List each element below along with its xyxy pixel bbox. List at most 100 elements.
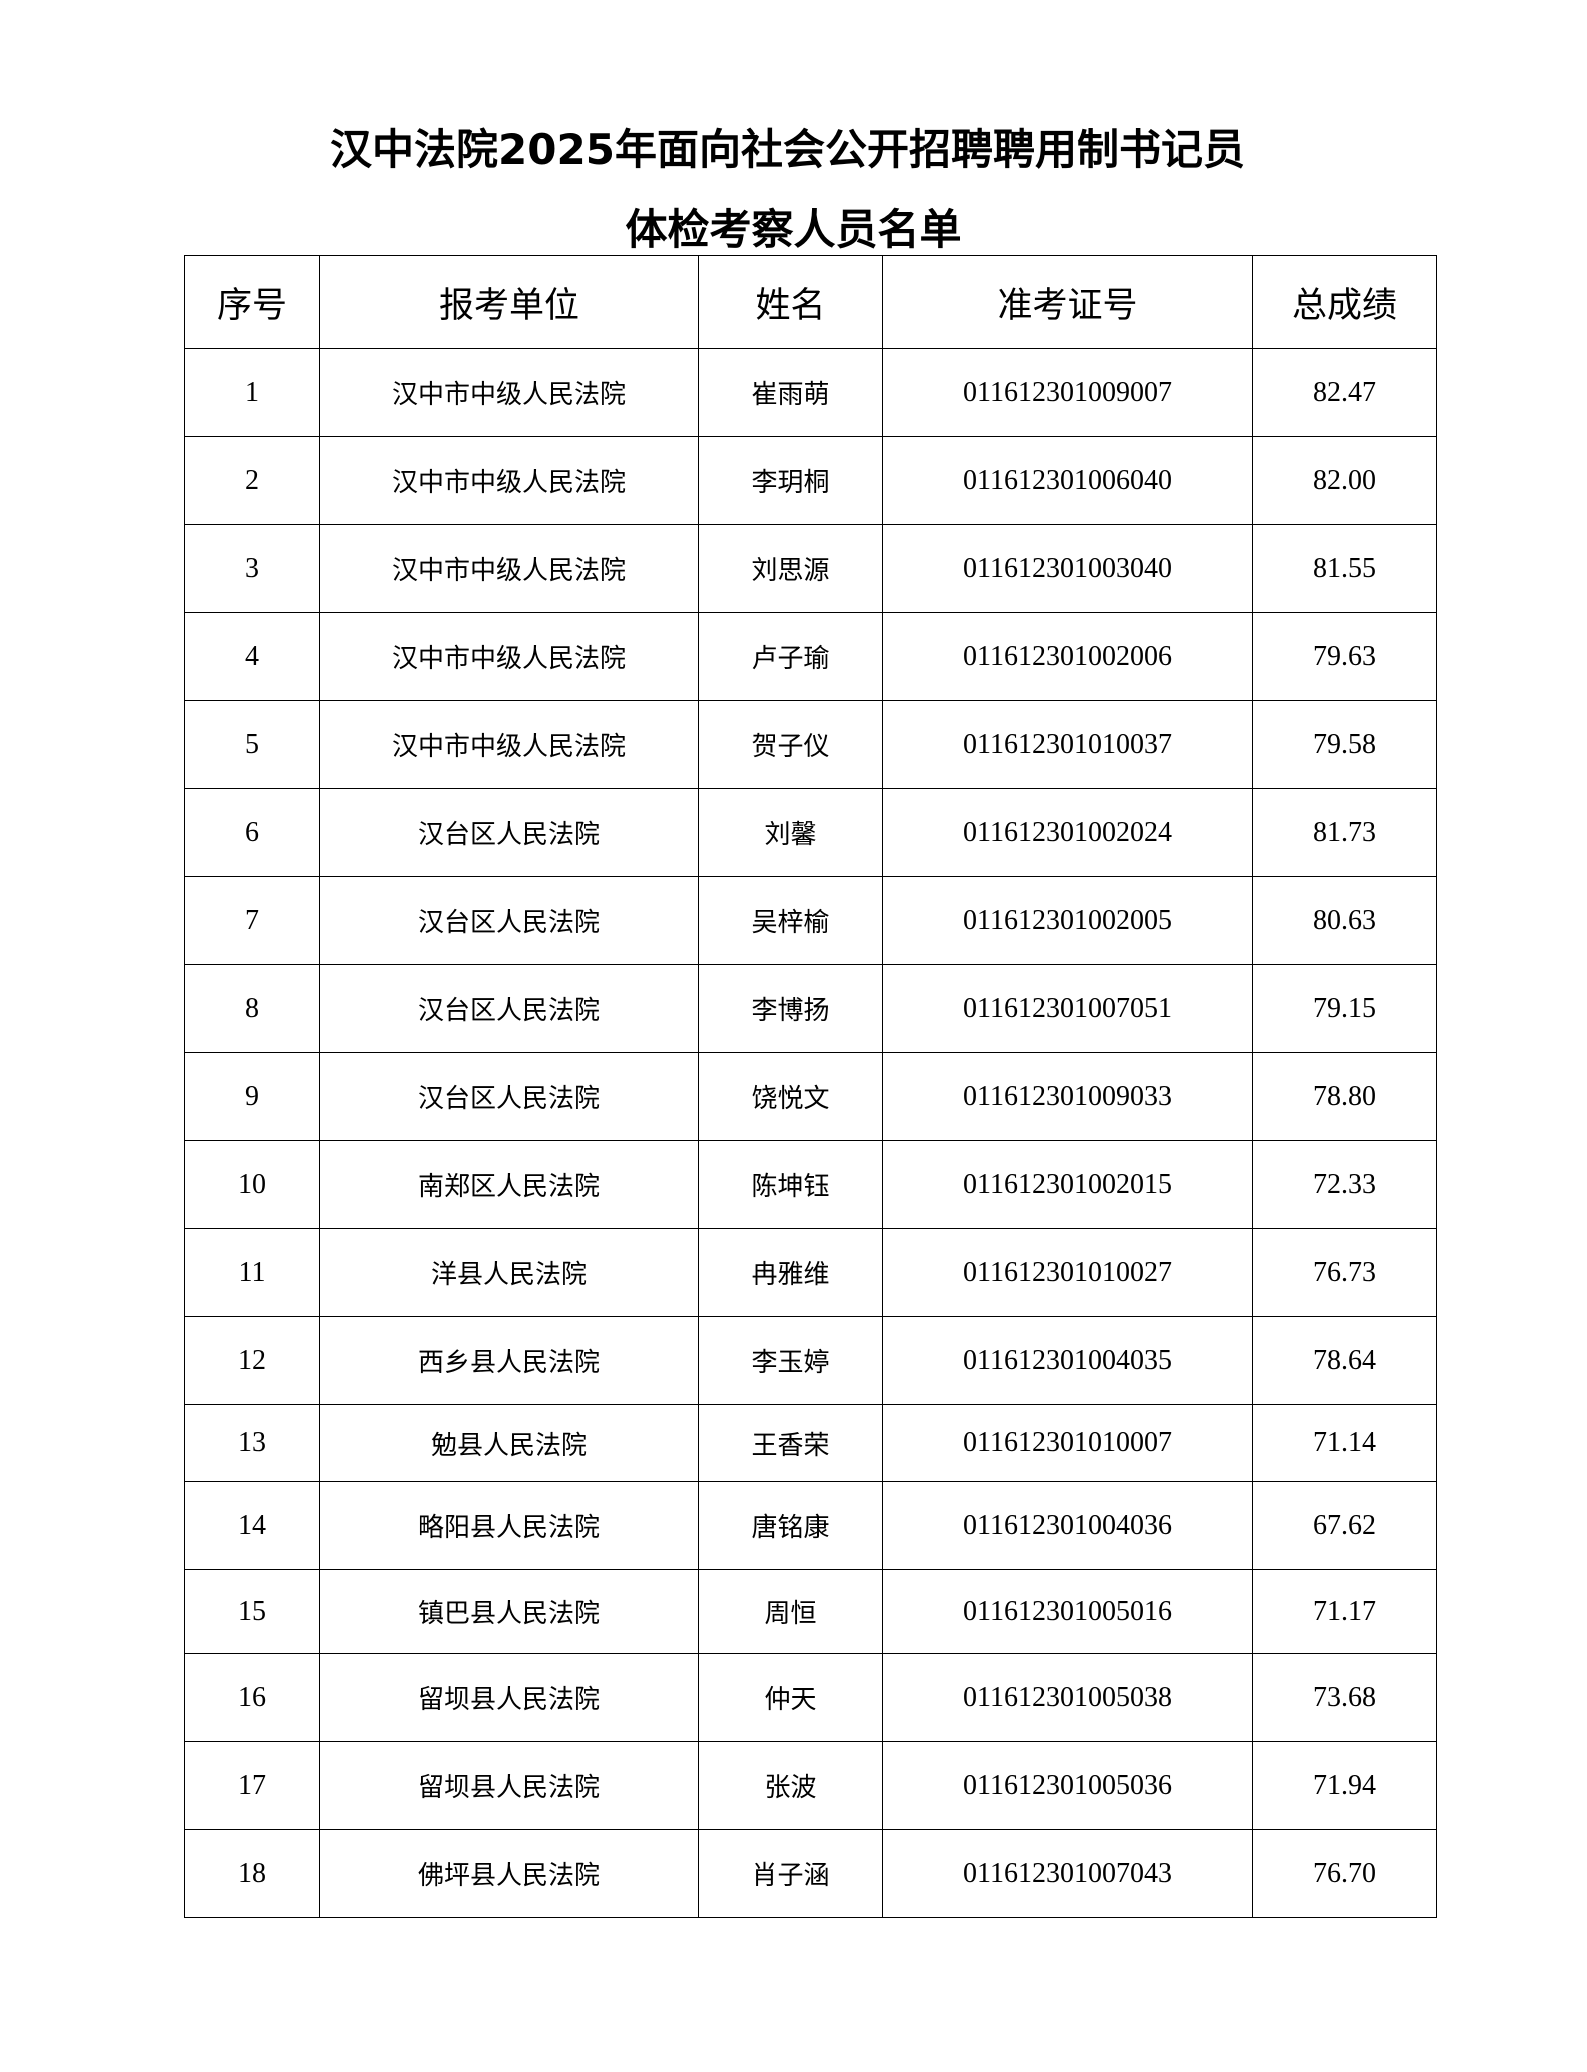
row-score: 71.17 xyxy=(1252,1569,1437,1654)
table-row: 2 汉中市中级人民法院 李玥桐 011612301006040 82.00 xyxy=(184,436,1437,525)
row-exam-id: 011612301004035 xyxy=(882,1316,1253,1405)
row-name: 李玉婷 xyxy=(698,1316,883,1405)
row-index: 5 xyxy=(184,700,320,789)
row-index: 2 xyxy=(184,436,320,525)
row-score: 81.55 xyxy=(1252,524,1437,613)
row-name: 李博扬 xyxy=(698,964,883,1053)
row-exam-id: 011612301002005 xyxy=(882,876,1253,965)
row-name: 卢子瑜 xyxy=(698,612,883,701)
row-score: 67.62 xyxy=(1252,1481,1437,1570)
row-exam-id: 011612301003040 xyxy=(882,524,1253,613)
row-index: 12 xyxy=(184,1316,320,1405)
row-score: 79.58 xyxy=(1252,700,1437,789)
row-unit: 汉台区人民法院 xyxy=(319,964,699,1053)
table-row: 4 汉中市中级人民法院 卢子瑜 011612301002006 79.63 xyxy=(184,612,1437,701)
row-exam-id: 011612301005038 xyxy=(882,1653,1253,1742)
table-row: 8 汉台区人民法院 李博扬 011612301007051 79.15 xyxy=(184,964,1437,1053)
row-unit: 汉台区人民法院 xyxy=(319,876,699,965)
row-index: 1 xyxy=(184,348,320,437)
row-exam-id: 011612301002024 xyxy=(882,788,1253,877)
row-name: 饶悦文 xyxy=(698,1052,883,1141)
row-unit: 汉中市中级人民法院 xyxy=(319,436,699,525)
row-score: 71.14 xyxy=(1252,1404,1437,1482)
row-index: 9 xyxy=(184,1052,320,1141)
row-unit: 汉台区人民法院 xyxy=(319,1052,699,1141)
table-row: 14 略阳县人民法院 唐铭康 011612301004036 67.62 xyxy=(184,1481,1437,1570)
row-index: 10 xyxy=(184,1140,320,1229)
row-exam-id: 011612301009007 xyxy=(882,348,1253,437)
row-name: 王香荣 xyxy=(698,1404,883,1482)
header-unit: 报考单位 xyxy=(319,255,699,349)
row-exam-id: 011612301005016 xyxy=(882,1569,1253,1654)
row-index: 17 xyxy=(184,1741,320,1830)
table-row: 15 镇巴县人民法院 周恒 011612301005016 71.17 xyxy=(184,1569,1437,1654)
row-score: 78.64 xyxy=(1252,1316,1437,1405)
row-unit: 汉中市中级人民法院 xyxy=(319,348,699,437)
row-score: 72.33 xyxy=(1252,1140,1437,1229)
row-name: 周恒 xyxy=(698,1569,883,1654)
table-row: 6 汉台区人民法院 刘馨 011612301002024 81.73 xyxy=(184,788,1437,877)
row-score: 80.63 xyxy=(1252,876,1437,965)
row-index: 8 xyxy=(184,964,320,1053)
document-title: 汉中法院2025年面向社会公开招聘聘用制书记员 xyxy=(330,125,1245,174)
header-score: 总成绩 xyxy=(1252,255,1437,349)
row-name: 贺子仪 xyxy=(698,700,883,789)
candidate-table: 序号 报考单位 姓名 准考证号 总成绩 1 汉中市中级人民法院 崔雨萌 0116123… xyxy=(184,255,1437,1918)
row-name: 陈坤钰 xyxy=(698,1140,883,1229)
row-index: 11 xyxy=(184,1228,320,1317)
table-row: 16 留坝县人民法院 仲天 011612301005038 73.68 xyxy=(184,1653,1437,1742)
row-unit: 勉县人民法院 xyxy=(319,1404,699,1482)
row-index: 16 xyxy=(184,1653,320,1742)
table-row: 5 汉中市中级人民法院 贺子仪 011612301010037 79.58 xyxy=(184,700,1437,789)
row-unit: 汉台区人民法院 xyxy=(319,788,699,877)
header-index: 序号 xyxy=(184,255,320,349)
row-name: 李玥桐 xyxy=(698,436,883,525)
row-score: 82.00 xyxy=(1252,436,1437,525)
row-exam-id: 011612301007043 xyxy=(882,1829,1253,1918)
row-index: 18 xyxy=(184,1829,320,1918)
row-exam-id: 011612301010007 xyxy=(882,1404,1253,1482)
row-name: 冉雅维 xyxy=(698,1228,883,1317)
table-row: 10 南郑区人民法院 陈坤钰 011612301002015 72.33 xyxy=(184,1140,1437,1229)
row-name: 张波 xyxy=(698,1741,883,1830)
row-name: 刘思源 xyxy=(698,524,883,613)
row-score: 76.70 xyxy=(1252,1829,1437,1918)
row-score: 78.80 xyxy=(1252,1052,1437,1141)
table-row: 17 留坝县人民法院 张波 011612301005036 71.94 xyxy=(184,1741,1437,1830)
table-header-row: 序号 报考单位 姓名 准考证号 总成绩 xyxy=(184,255,1437,349)
row-exam-id: 011612301010037 xyxy=(882,700,1253,789)
table-row: 11 洋县人民法院 冉雅维 011612301010027 76.73 xyxy=(184,1228,1437,1317)
row-score: 71.94 xyxy=(1252,1741,1437,1830)
row-name: 仲天 xyxy=(698,1653,883,1742)
row-name: 吴梓榆 xyxy=(698,876,883,965)
row-exam-id: 011612301002015 xyxy=(882,1140,1253,1229)
row-unit: 汉中市中级人民法院 xyxy=(319,700,699,789)
table-row: 13 勉县人民法院 王香荣 011612301010007 71.14 xyxy=(184,1404,1437,1482)
header-exam-id: 准考证号 xyxy=(882,255,1253,349)
row-index: 13 xyxy=(184,1404,320,1482)
row-exam-id: 011612301006040 xyxy=(882,436,1253,525)
row-score: 79.15 xyxy=(1252,964,1437,1053)
row-index: 7 xyxy=(184,876,320,965)
row-unit: 镇巴县人民法院 xyxy=(319,1569,699,1654)
row-unit: 留坝县人民法院 xyxy=(319,1653,699,1742)
row-score: 81.73 xyxy=(1252,788,1437,877)
row-score: 82.47 xyxy=(1252,348,1437,437)
row-name: 崔雨萌 xyxy=(698,348,883,437)
document-subtitle: 体检考察人员名单 xyxy=(625,205,962,254)
table-row: 9 汉台区人民法院 饶悦文 011612301009033 78.80 xyxy=(184,1052,1437,1141)
row-unit: 西乡县人民法院 xyxy=(319,1316,699,1405)
row-index: 15 xyxy=(184,1569,320,1654)
row-exam-id: 011612301004036 xyxy=(882,1481,1253,1570)
row-index: 6 xyxy=(184,788,320,877)
row-index: 4 xyxy=(184,612,320,701)
row-name: 刘馨 xyxy=(698,788,883,877)
row-exam-id: 011612301009033 xyxy=(882,1052,1253,1141)
row-exam-id: 011612301005036 xyxy=(882,1741,1253,1830)
row-unit: 佛坪县人民法院 xyxy=(319,1829,699,1918)
table-row: 18 佛坪县人民法院 肖子涵 011612301007043 76.70 xyxy=(184,1829,1437,1918)
row-exam-id: 011612301002006 xyxy=(882,612,1253,701)
row-unit: 略阳县人民法院 xyxy=(319,1481,699,1570)
row-score: 76.73 xyxy=(1252,1228,1437,1317)
table-row: 7 汉台区人民法院 吴梓榆 011612301002005 80.63 xyxy=(184,876,1437,965)
